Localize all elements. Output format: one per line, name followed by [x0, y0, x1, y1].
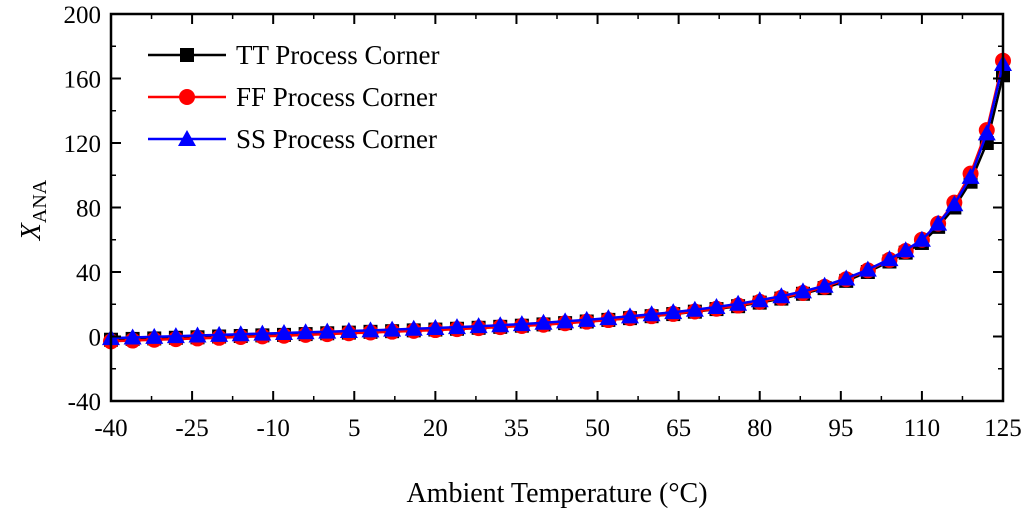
legend-marker [179, 89, 195, 105]
legend-label: FF Process Corner [236, 82, 437, 112]
data-point [707, 297, 726, 314]
data-point [772, 287, 791, 304]
y-tick-label: 0 [89, 325, 102, 352]
y-tick-label: 120 [64, 131, 102, 158]
x-tick-label: 65 [666, 415, 691, 442]
x-tick-label: 5 [348, 415, 361, 442]
data-point [512, 315, 531, 332]
data-point [837, 269, 856, 286]
data-point [750, 291, 769, 308]
y-tick-label: -40 [68, 389, 101, 416]
data-point [447, 318, 466, 335]
legend-marker [180, 48, 194, 62]
data-point [664, 303, 683, 320]
data-point [361, 321, 380, 338]
series-line [110, 75, 1005, 341]
legend-label: SS Process Corner [236, 124, 437, 154]
y-tick-label: 200 [64, 2, 102, 29]
data-point [296, 323, 315, 340]
data-point [274, 323, 293, 340]
data-point [945, 195, 964, 212]
x-tick-label: 125 [984, 415, 1022, 442]
x-tick-label: -10 [257, 415, 290, 442]
x-tick-label: 80 [747, 415, 772, 442]
data-point [858, 260, 877, 277]
data-point [339, 322, 358, 339]
data-point [534, 313, 553, 330]
data-point [491, 316, 510, 333]
y-axis-title: XANA [16, 179, 51, 241]
data-point [123, 328, 142, 345]
data-point [929, 214, 948, 231]
data-point [404, 319, 423, 336]
data-point [383, 320, 402, 337]
data-point [961, 167, 980, 184]
x-tick-label: 50 [585, 415, 610, 442]
data-point [556, 312, 575, 329]
series-triangle [102, 54, 1012, 346]
legend: TT Process Corner FF Process Corner SS Pro… [148, 40, 439, 154]
data-point [210, 325, 229, 342]
x-tick-label: -40 [94, 415, 127, 442]
x-tick-label: 110 [904, 415, 941, 442]
data-point [912, 230, 931, 247]
data-point [815, 276, 834, 293]
x-axis-title: Ambient Temperature (°C) [406, 478, 707, 509]
data-point [977, 124, 996, 141]
data-point [166, 327, 185, 344]
y-tick-label: 160 [64, 67, 102, 94]
data-point [577, 310, 596, 327]
data-point [896, 241, 915, 258]
data-point [620, 307, 639, 324]
y-tick-label: 80 [76, 196, 101, 223]
data-point [231, 325, 250, 342]
data-point [469, 317, 488, 334]
x-tick-label: 95 [828, 415, 853, 442]
data-point [318, 322, 337, 339]
data-point [188, 326, 207, 343]
data-point [145, 327, 164, 344]
data-point [729, 294, 748, 311]
y-tick-label: 40 [76, 260, 101, 287]
x-tick-label: 35 [504, 415, 529, 442]
data-point [793, 282, 812, 299]
y-axis-title-main: X [16, 222, 47, 241]
y-axis-title-sub: ANA [29, 179, 51, 223]
data-point [253, 324, 272, 341]
data-point [642, 305, 661, 322]
data-point [426, 318, 445, 335]
data-point [685, 300, 704, 317]
x-tick-label: -25 [175, 415, 208, 442]
legend-marker [178, 130, 196, 146]
data-point [599, 309, 618, 326]
x-tick-label: 20 [423, 415, 448, 442]
data-point [880, 250, 899, 267]
legend-label: TT Process Corner [236, 40, 439, 70]
plot-marks [102, 52, 1012, 350]
axes: -40 -25 -10 5 20 35 50 65 80 95 110 125 -40 0 40 80 120 1… [64, 2, 1022, 442]
